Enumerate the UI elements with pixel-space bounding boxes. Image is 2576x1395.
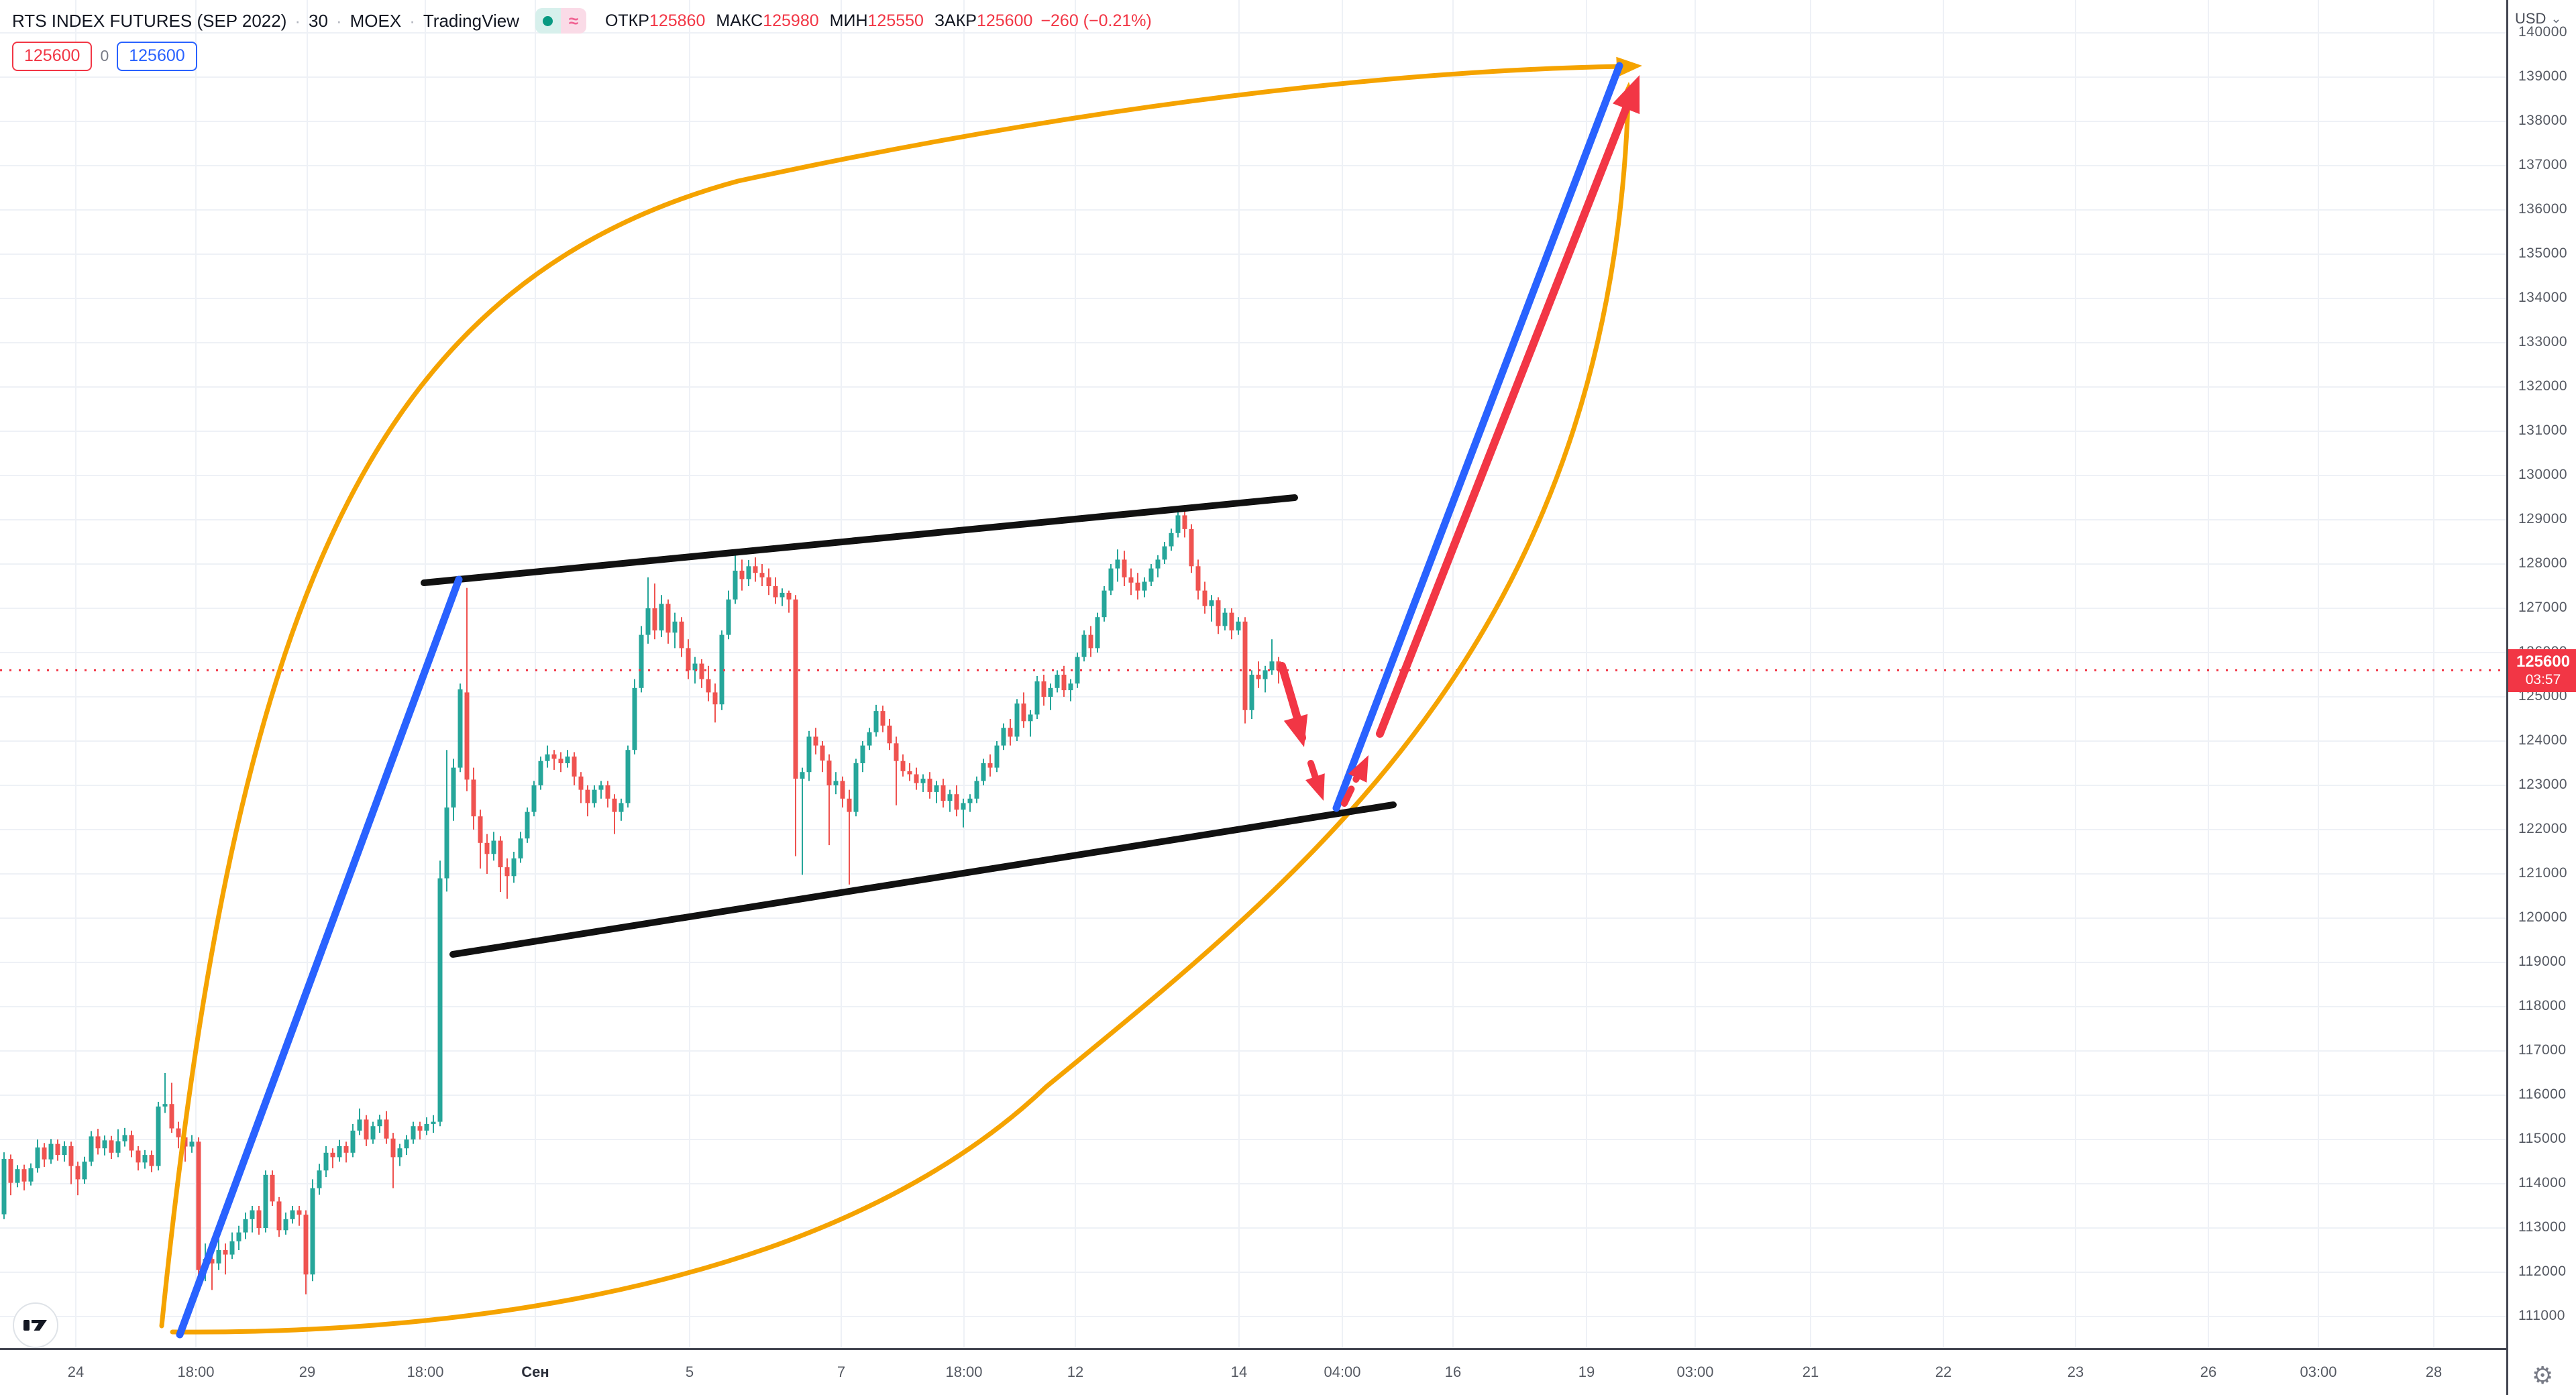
price-axis-label: 119000 [2518,954,2567,969]
exchange-label: MOEX [350,10,402,31]
price-axis-label: 136000 [2518,201,2568,217]
time-axis-label: 24 [67,1363,85,1380]
vendor-label[interactable]: TradingView [423,10,519,31]
time-axis-label: 26 [2200,1363,2217,1380]
currency-label: USD [2515,10,2546,27]
price-axis-label: 134000 [2518,290,2568,305]
time-axis-label: 03:00 [2300,1363,2337,1380]
currency-selector[interactable]: USD ⌄ [2512,8,2565,30]
price-axis-label: 137000 [2518,157,2568,172]
status-chips: ≈ [535,8,586,34]
ohlc-open: ОТКР125860 [604,11,706,30]
separator: · [335,10,342,31]
symbol-title[interactable]: RTS INDEX FUTURES (SEP 2022) [12,10,287,31]
delayed-data-icon[interactable]: ≈ [560,8,586,34]
price-axis-label: 115000 [2518,1131,2567,1146]
price-axis-label: 140000 [2518,24,2568,40]
time-axis-label: 04:00 [1324,1363,1361,1380]
pullback-arrow-dashed [1305,760,1325,801]
price-axis[interactable]: USD ⌄ 140000 139000 138000 137000 136000 1350… [2506,0,2576,1395]
price-axis-label: 118000 [2518,998,2567,1013]
realtime-status-icon[interactable] [535,8,561,34]
order-panel: 125600 0 125600 [12,42,197,71]
price-axis-label: 130000 [2518,467,2568,482]
time-axis-label: 28 [2425,1363,2443,1380]
projection-blue-line-2 [1332,62,1623,812]
interval-label[interactable]: 30 [309,10,328,31]
ohlc-close: ЗАКР125600 [934,11,1033,30]
time-axis-label: 29 [299,1363,316,1380]
price-axis-label: 114000 [2518,1175,2567,1190]
price-axis-label: 128000 [2518,555,2568,571]
price-axis-label: 120000 [2518,909,2568,925]
price-axis-label: 135000 [2518,245,2568,261]
chart-legend: RTS INDEX FUTURES (SEP 2022) · 30 · MOEX… [12,8,1152,34]
trend-channel-lower [449,801,1397,958]
pullback-arrow-solid [1278,662,1308,747]
last-price-tag: 125600 03:57 [2508,649,2576,693]
last-price-value: 125600 [2516,653,2571,671]
price-axis-label: 132000 [2518,378,2568,394]
price-axis-label: 139000 [2518,68,2568,84]
time-axis-label: 18:00 [945,1363,983,1380]
buy-button[interactable]: 125600 [117,42,197,71]
ohlc-low: МИН125550 [829,11,924,30]
time-axis-label: 19 [1578,1363,1595,1380]
price-axis-label: 138000 [2518,113,2568,128]
time-axis-label: 14 [1230,1363,1248,1380]
price-axis-label: 122000 [2518,821,2568,836]
price-axis-label: 117000 [2518,1042,2567,1058]
time-axis-label: 18:00 [407,1363,444,1380]
ohlc-values: ОТКР125860 МАКС125980 МИН125550 ЗАКР125600 [605,11,1032,31]
separator: · [409,10,415,31]
bounce-arrow-dashed [1341,755,1368,807]
price-axis-label: 113000 [2518,1219,2567,1235]
price-axis-label: 112000 [2518,1264,2567,1279]
price-axis-label: 127000 [2518,600,2568,615]
green-dot-icon [543,15,553,26]
price-axis-label: 121000 [2518,865,2568,881]
price-axis-label: 133000 [2518,334,2568,349]
candles-layer [1,508,1281,1294]
tradingview-logo[interactable] [13,1302,58,1348]
settings-gear-icon[interactable]: ⚙ [2532,1361,2554,1389]
time-axis-label: 03:00 [1676,1363,1714,1380]
price-change: −260 (−0.21%) [1040,11,1152,30]
spread-value: 0 [100,47,109,65]
time-axis-label: 22 [1935,1363,1952,1380]
chevron-down-icon: ⌄ [2551,11,2562,26]
sell-button[interactable]: 125600 [12,42,93,71]
time-axis-label: 21 [1802,1363,1819,1380]
projection-blue-line-1 [176,575,463,1339]
price-axis-label: 129000 [2518,511,2568,526]
projection-red-arrow [1376,75,1640,738]
time-axis-label: 12 [1067,1363,1084,1380]
time-axis-label: 16 [1444,1363,1462,1380]
countdown-timer: 03:57 [2525,672,2561,688]
price-axis-label: 131000 [2518,423,2568,438]
price-axis-label: 123000 [2518,777,2568,792]
time-axis-label: 5 [685,1363,694,1380]
time-axis-label: 7 [837,1363,846,1380]
price-axis-label: 124000 [2518,732,2568,748]
cycle-arc-upper [159,56,1642,1329]
time-axis-label: 18:00 [177,1363,215,1380]
tradingview-logo-mark [23,1320,47,1331]
separator: · [294,10,301,31]
time-axis-label: Сен [521,1363,549,1380]
trend-channel-upper [421,494,1298,586]
grid-layer [0,0,2506,1348]
price-axis-label: 116000 [2518,1086,2567,1102]
time-axis[interactable]: 24 18:00 29 18:00 Сен 5 7 18:00 12 14 04:00 16 19 03:… [0,1348,2576,1395]
price-axis-label: 111000 [2518,1308,2565,1323]
time-axis-label: 23 [2067,1363,2084,1380]
ohlc-high: МАКС125980 [716,11,819,30]
